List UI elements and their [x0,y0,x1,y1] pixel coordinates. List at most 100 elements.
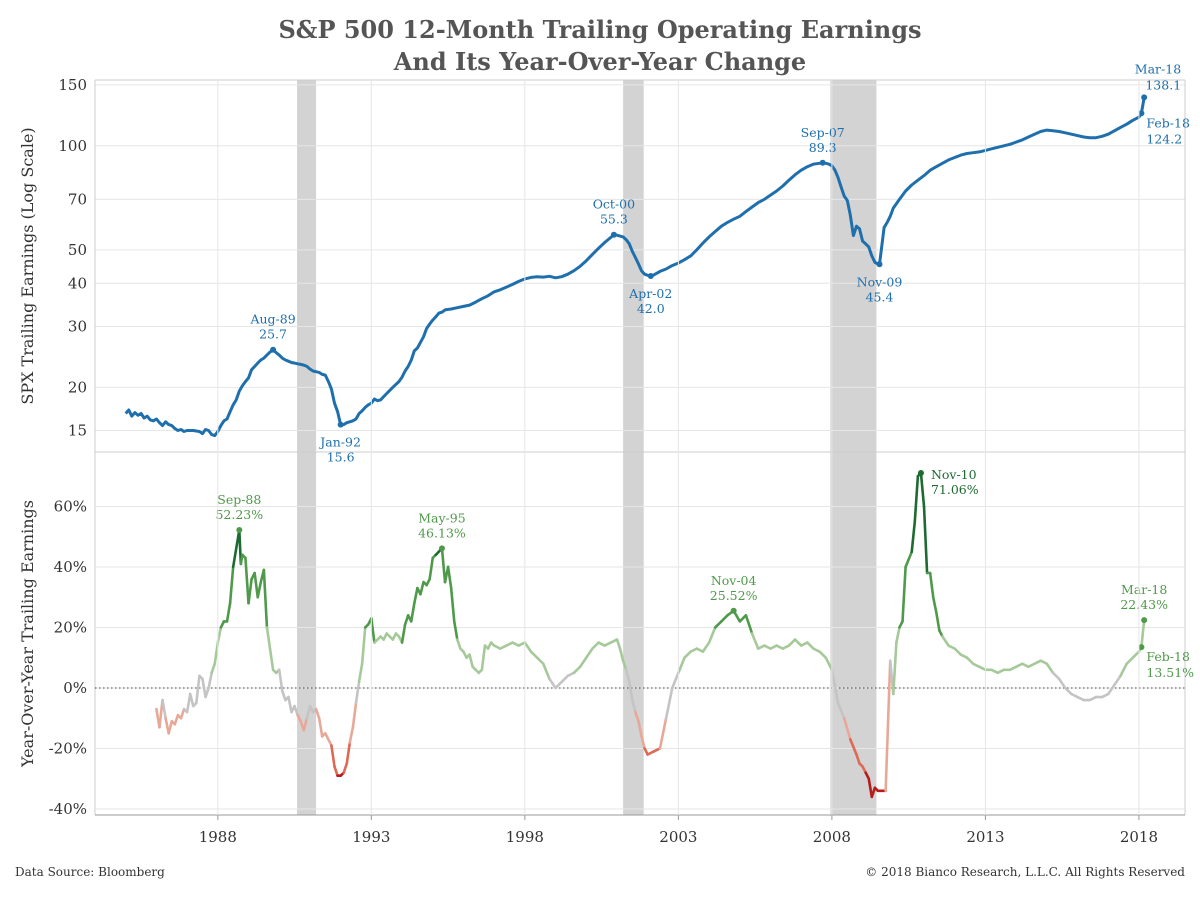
yoy-line-segment [870,786,877,799]
yoy-line-segment [750,632,760,650]
yoy-line-segment [244,556,250,605]
yoy-line-segment [1106,683,1116,696]
annotation-value: 13.51% [1146,665,1194,680]
yoy-line-segment [541,662,551,681]
yoy-line-segment [621,659,628,672]
y-tick-label: 40% [54,558,87,576]
yoy-line-segment [591,641,600,650]
yoy-line-segment [302,716,309,732]
yoy-line-segment [247,577,253,605]
yoy-line-segment [179,707,186,720]
annotation-value: 15.6 [327,450,355,465]
annotation-date: Oct-00 [593,197,635,212]
yoy-line-segment [265,626,272,650]
y-tick-label: -20% [49,739,87,757]
yoy-line-segment [400,623,407,644]
annotation-marker [917,469,924,476]
yoy-line-segment [631,698,637,714]
yoy-line-segment [351,701,358,729]
chart-title-line-2: And Its Year-Over-Year Change [393,47,806,76]
y-tick-label: 20% [54,618,87,636]
yoy-line-segment [922,505,929,575]
yoy-line-segment [634,710,640,723]
annotation-marker [876,261,883,268]
yoy-line-segment [167,719,174,735]
yoy-line-segment [529,650,539,660]
yoy-line-segment [268,647,275,672]
yoy-line-segment [161,698,167,720]
annotation-value: 42.0 [637,301,665,316]
annotation-marker [1141,617,1148,624]
yoy-line-segment [1051,671,1061,681]
y-axis-title-top: SPX Trailing Earnings (Log Scale) [18,127,37,404]
yoy-line-segment [830,668,840,705]
x-tick-label: 1998 [506,828,544,846]
yoy-line-segment [345,741,352,765]
yoy-line-segment [293,704,299,717]
annotation-value: 45.4 [866,289,894,304]
yoy-line-segment [554,680,564,690]
yoy-line-segment [201,677,207,699]
yoy-line-segment [824,656,834,672]
yoy-line-segment [280,689,287,702]
yoy-line-segment [572,665,582,675]
yoy-line-segment [216,626,223,644]
yoy-line-segment [548,677,557,690]
y-tick-label: 70 [68,190,87,208]
yoy-line-segment [1063,686,1073,696]
annotation-value: 25.7 [259,327,287,342]
y-tick-label: 40 [68,274,87,292]
yoy-line-segment [919,471,926,508]
y-tick-label: 0% [63,679,87,697]
x-tick-label: 2013 [966,828,1004,846]
yoy-line-segment [618,647,625,663]
annotation-marker [1141,94,1148,101]
recession-band [297,80,317,815]
x-axis: 1988 1993 1998 2003 2008 2013 2018 [199,80,1158,846]
yoy-line-segment [440,547,447,584]
yoy-line-segment [637,719,643,738]
annotation-value: 25.52% [710,588,758,603]
annotation-date: Jan-92 [318,435,361,450]
y-tick-label: 20 [68,378,87,396]
yoy-line-segment [818,650,828,660]
y-tick-label: 15 [68,422,87,440]
annotation-marker [270,346,277,353]
yoy-line-segment [931,595,938,614]
chart-title-line-1: S&P 500 12-Month Trailing Operating Earn… [278,15,921,44]
annotation-date: Feb-18 [1146,649,1190,664]
yoy-line-segment [720,614,729,623]
yoy-line-segment [419,580,425,596]
yoy-line-segment [928,571,935,599]
yoy-line-segment [228,565,235,605]
annotation-date: Mar-18 [1121,582,1167,597]
yoy-line-segment [253,571,260,599]
footer-source: Data Source: Bloomberg [15,865,165,879]
yoy-line-segment [449,586,456,623]
x-tick-label: 2003 [659,828,697,846]
annotation-date: Sep-88 [217,492,261,507]
annotation-date: Aug-89 [249,312,295,327]
annotation-value: 22.43% [1120,597,1168,612]
footer-copyright: © 2018 Bianco Research, L.L.C. All Right… [865,865,1185,879]
yoy-line-segment [867,777,874,799]
yoy-line-segment [855,753,861,765]
yoy-line-segment [188,692,195,708]
yoy-line-segment [640,735,646,750]
yoy-line-segment [627,680,634,702]
annotation-date: Feb-18 [1146,115,1190,130]
yoy-line-segment [207,671,213,690]
annotation-value: 52.23% [215,507,263,522]
yoy-line-segment [1045,662,1055,675]
annotation-value: 124.2 [1146,131,1182,146]
yoy-line-segment [480,644,487,672]
yoy-line-segment [787,638,797,647]
yoy-line-segment [468,653,474,669]
y-tick-label: 30 [68,317,87,335]
yoy-line-segment [357,662,364,684]
annotation-value: 89.3 [809,140,837,155]
yoy-line-segment [683,650,692,660]
annotation-value: 55.3 [600,212,628,227]
annotation-marker [1138,110,1145,117]
